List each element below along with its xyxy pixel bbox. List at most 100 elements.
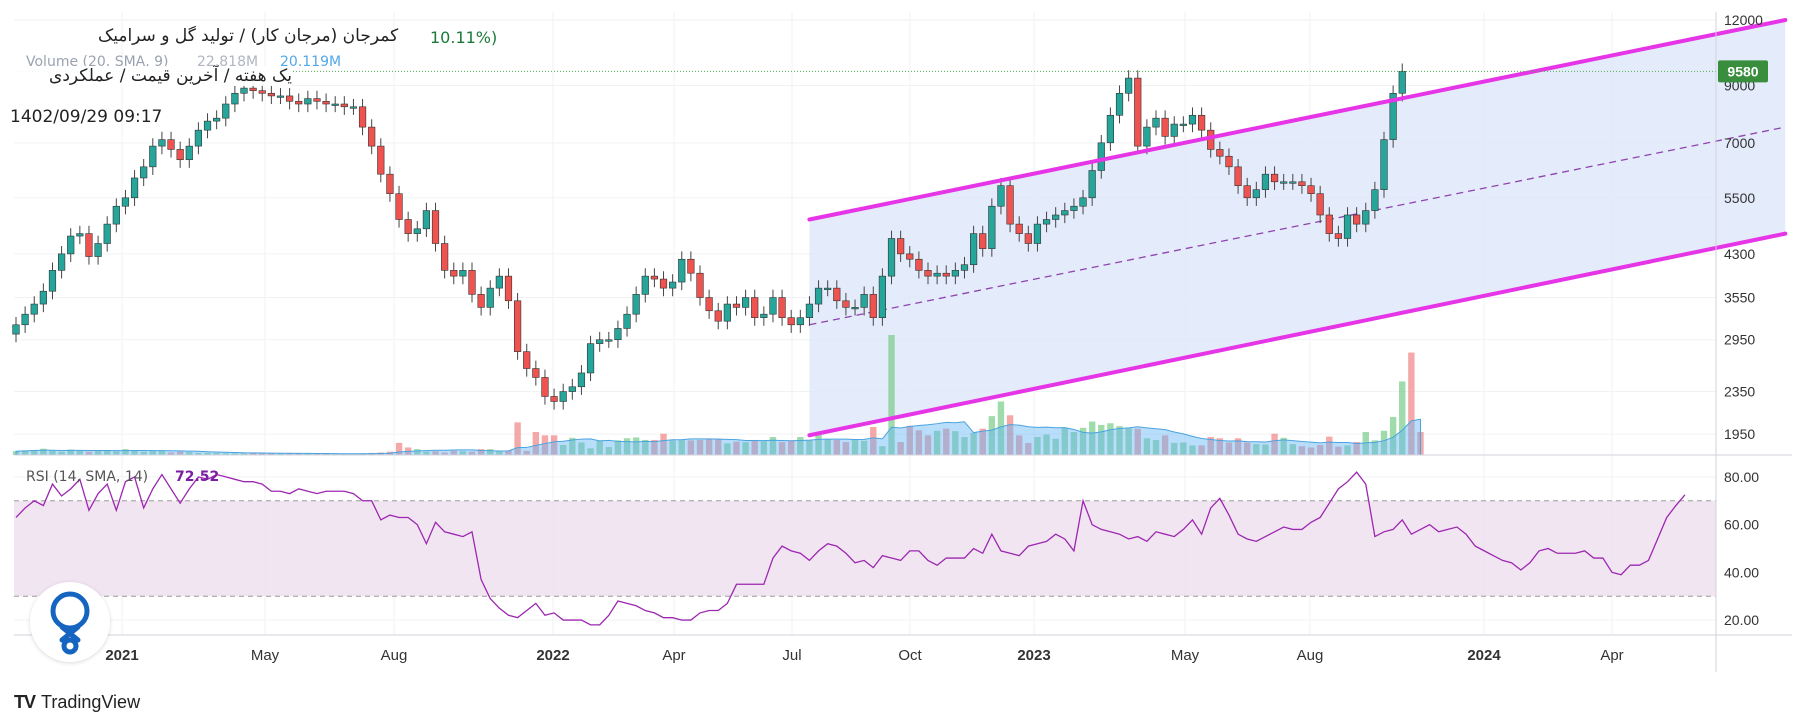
volume-bar bbox=[952, 431, 959, 455]
tradingview-brand[interactable]: TV TradingView bbox=[14, 692, 140, 713]
candle-down bbox=[1353, 214, 1361, 225]
volume-bar bbox=[204, 452, 211, 455]
candle-down bbox=[340, 103, 348, 108]
candle-up bbox=[459, 270, 467, 277]
candle-up bbox=[1261, 173, 1270, 190]
candle-up bbox=[1070, 205, 1078, 211]
time-axis[interactable]: 2021 May Aug 2022 Apr Jul Oct 2023 May Aug 2024 Apr bbox=[105, 647, 1623, 664]
candle-down bbox=[1316, 193, 1324, 216]
volume-bar bbox=[879, 446, 886, 455]
volume-bar bbox=[450, 450, 457, 455]
candle-down bbox=[705, 297, 713, 312]
candle-up bbox=[988, 205, 996, 249]
volume-bar bbox=[167, 452, 175, 455]
volume-bar bbox=[979, 428, 986, 455]
candle-down bbox=[1243, 185, 1251, 199]
volume-bar bbox=[523, 450, 530, 455]
price-tick-label: 1950 bbox=[1724, 426, 1755, 442]
regression-channel-lower-line[interactable] bbox=[807, 231, 1788, 438]
volume-bar bbox=[423, 451, 430, 455]
chart-datetime: 1402/09/29 09:17 bbox=[10, 107, 163, 127]
volume-bar bbox=[669, 440, 676, 455]
candle-up bbox=[1052, 214, 1060, 220]
candle-up bbox=[1362, 210, 1370, 225]
tradingview-logo-text: TradingView bbox=[41, 692, 141, 712]
volume-bar bbox=[1143, 438, 1151, 455]
candle-up bbox=[969, 233, 978, 266]
volume-bar bbox=[550, 435, 558, 455]
candle-up bbox=[331, 103, 339, 106]
candle-up bbox=[669, 281, 677, 289]
volume-bar bbox=[532, 432, 540, 455]
rsi-pane[interactable] bbox=[14, 471, 1716, 626]
candle-up bbox=[203, 120, 212, 131]
volume-bar bbox=[195, 452, 202, 455]
candle-down bbox=[295, 100, 303, 105]
candle-up bbox=[39, 290, 47, 305]
volume-bar bbox=[733, 441, 740, 455]
candle-down bbox=[1161, 117, 1169, 137]
candle-down bbox=[659, 278, 668, 289]
time-tick-label: Aug bbox=[1297, 647, 1324, 664]
volume-bar bbox=[642, 439, 649, 455]
time-tick-label: May bbox=[251, 647, 280, 664]
candle-down bbox=[1307, 185, 1315, 194]
candle-down bbox=[979, 233, 987, 249]
candle-up bbox=[1061, 210, 1069, 216]
volume-bar bbox=[186, 452, 193, 455]
volume-bar bbox=[85, 451, 93, 455]
volume-bar bbox=[1034, 437, 1041, 455]
candle-down bbox=[267, 92, 275, 97]
volume-bar bbox=[94, 450, 102, 455]
volume-bar bbox=[414, 449, 421, 455]
candle-up bbox=[231, 92, 239, 105]
candle-down bbox=[504, 275, 513, 302]
volume-bar bbox=[1152, 439, 1160, 455]
volume-bar bbox=[1025, 442, 1032, 455]
candle-up bbox=[21, 313, 29, 326]
volume-bar bbox=[605, 447, 612, 455]
volume-sma-value: 20.119M bbox=[280, 54, 342, 70]
volume-bar bbox=[113, 451, 120, 455]
candle-down bbox=[942, 272, 950, 277]
candle-up bbox=[1097, 142, 1105, 171]
regression-channel-upper-line[interactable] bbox=[807, 18, 1788, 222]
volume-bar bbox=[897, 442, 904, 455]
volume-bar bbox=[1171, 442, 1178, 455]
volume-bar bbox=[286, 453, 293, 455]
volume-bar bbox=[569, 437, 576, 455]
candle-up bbox=[614, 328, 622, 341]
price-tick-label: 7000 bbox=[1724, 135, 1755, 151]
price-change-percent: 10.11%) bbox=[430, 28, 498, 47]
candle-down bbox=[1198, 114, 1206, 131]
candle-down bbox=[1015, 223, 1023, 234]
volume-bar bbox=[1107, 423, 1114, 455]
volume-bar bbox=[505, 450, 512, 455]
candle-down bbox=[842, 300, 850, 308]
candle-down bbox=[915, 258, 923, 271]
volume-bar bbox=[49, 450, 56, 455]
volume-bar bbox=[1371, 440, 1379, 455]
candle-down bbox=[1006, 185, 1014, 225]
candle-down bbox=[285, 95, 294, 102]
volume-bar bbox=[1335, 446, 1342, 455]
candle-up bbox=[796, 317, 804, 326]
candle-up bbox=[887, 238, 896, 277]
volume-bar bbox=[21, 450, 29, 455]
candle-up bbox=[860, 294, 868, 308]
candle-up bbox=[1042, 219, 1051, 225]
volume-bar bbox=[1070, 432, 1078, 455]
volume-bar bbox=[696, 439, 704, 455]
volume-bar bbox=[249, 452, 257, 455]
volume-bar bbox=[477, 449, 485, 455]
volume-bar bbox=[1244, 442, 1251, 455]
candle-down bbox=[358, 106, 367, 128]
candle-up bbox=[222, 103, 230, 119]
candle-down bbox=[322, 100, 330, 105]
candle-up bbox=[48, 270, 57, 292]
volume-bar bbox=[1353, 442, 1360, 455]
volume-bar bbox=[842, 442, 850, 455]
candle-up bbox=[824, 287, 832, 290]
